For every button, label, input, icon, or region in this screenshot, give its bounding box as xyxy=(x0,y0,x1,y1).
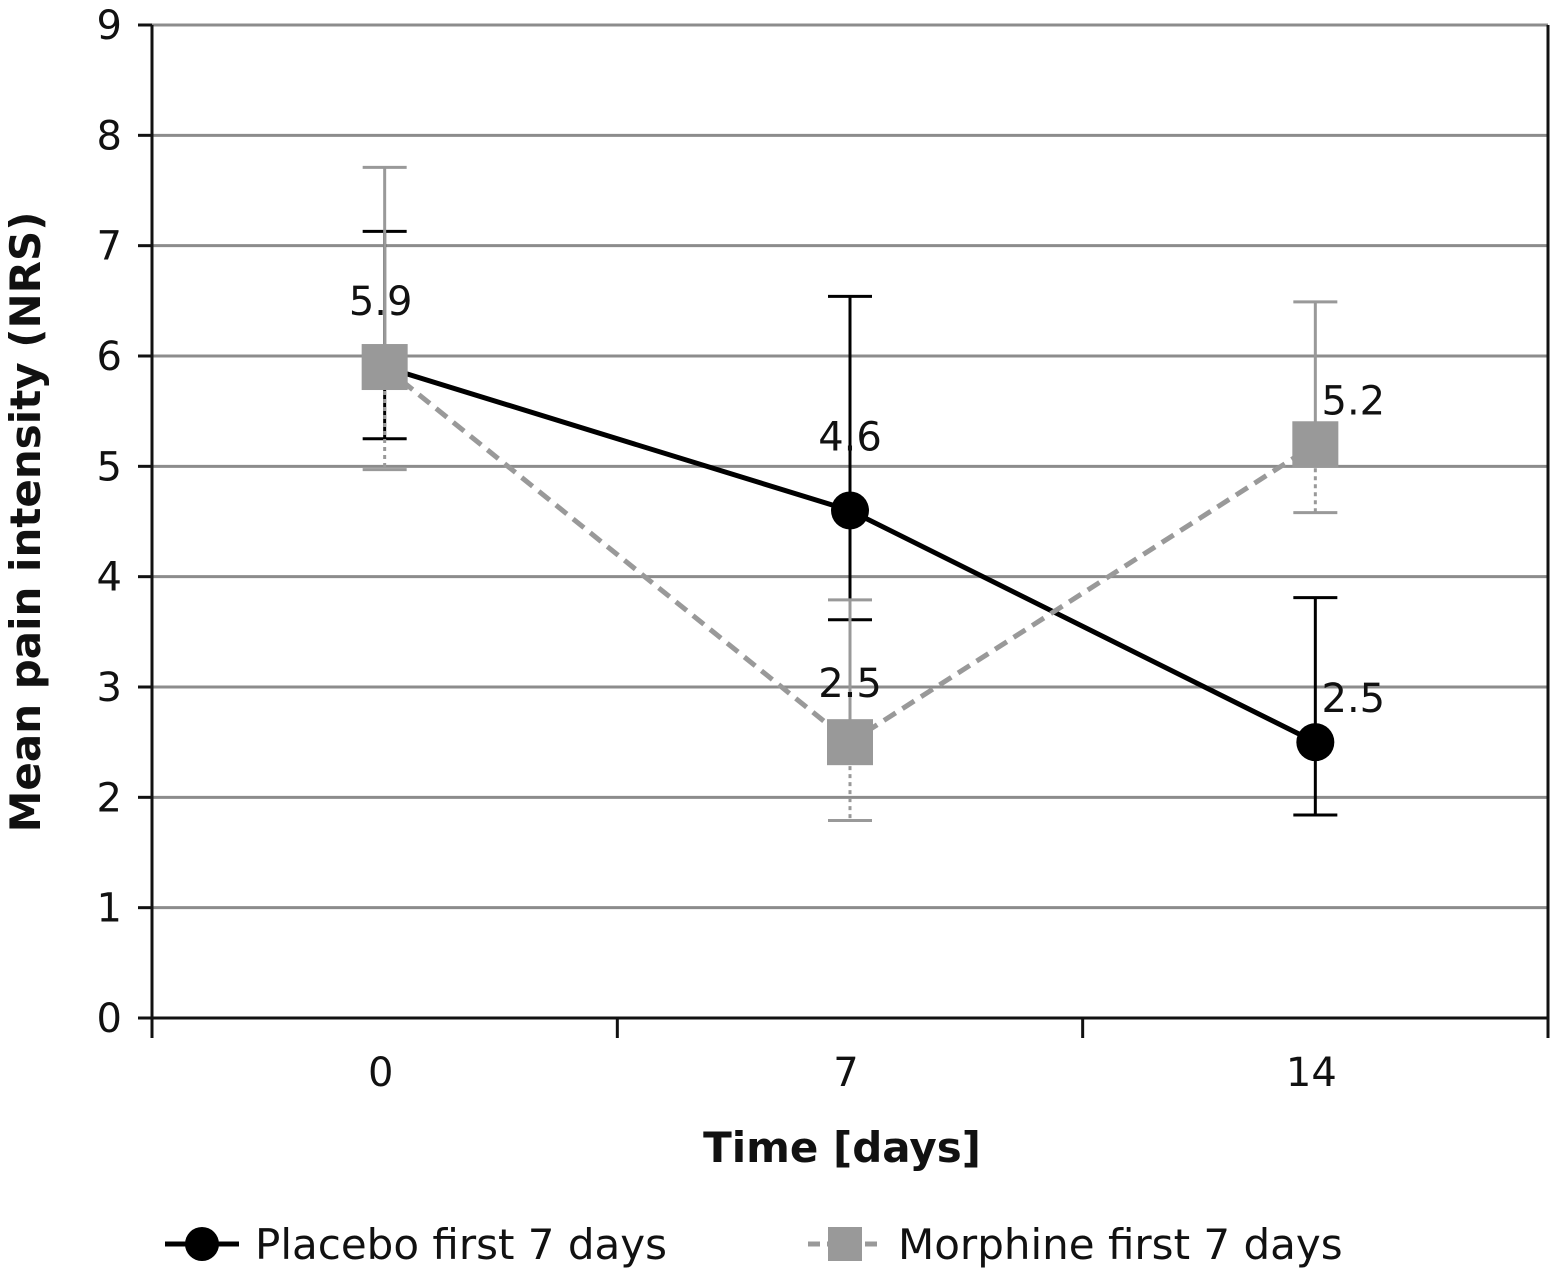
y-axis-label: Mean pain intensity (NRS) xyxy=(1,212,50,833)
data-label: 4.6 xyxy=(818,414,882,460)
y-tick-label: 1 xyxy=(97,886,122,932)
data-point-1 xyxy=(827,719,873,766)
axes: 0 1 2 3 4 5 6 7 8 9 0 7 14 xyxy=(97,3,1550,1096)
y-tick-label: 4 xyxy=(97,555,122,601)
x-tick-label: 0 xyxy=(368,1050,393,1096)
x-tick-label: 7 xyxy=(833,1050,858,1096)
data-point-0 xyxy=(831,491,869,530)
data-label: 5.9 xyxy=(349,279,413,325)
y-tick-label: 5 xyxy=(97,444,122,490)
y-tick-label: 9 xyxy=(97,3,122,49)
legend: Placebo first 7 days Morphine first 7 day… xyxy=(165,1220,1343,1269)
x-axis-label: Time [days] xyxy=(703,1123,981,1172)
legend-label: Placebo first 7 days xyxy=(255,1220,667,1269)
legend-marker-square xyxy=(828,1227,862,1261)
legend-marker-circle xyxy=(185,1227,219,1261)
data-label: 2.5 xyxy=(1322,676,1386,722)
legend-label: Morphine first 7 days xyxy=(898,1220,1343,1269)
y-tick-label: 3 xyxy=(97,665,122,711)
data-label: 5.2 xyxy=(1322,378,1386,424)
series-layer: 5.9 4.6 2.5 2.5 5.2 xyxy=(349,165,1386,823)
y-tick-label: 6 xyxy=(97,334,122,380)
data-label: 2.5 xyxy=(818,661,882,707)
y-tick-label: 8 xyxy=(97,113,122,159)
y-tick-label: 7 xyxy=(97,224,122,270)
data-point-0 xyxy=(1296,723,1335,762)
y-tick-label: 2 xyxy=(97,775,122,821)
data-point-1 xyxy=(1292,421,1339,468)
x-tick-label: 14 xyxy=(1286,1050,1337,1096)
y-tick-label: 0 xyxy=(97,996,122,1042)
data-point-1 xyxy=(361,344,408,391)
